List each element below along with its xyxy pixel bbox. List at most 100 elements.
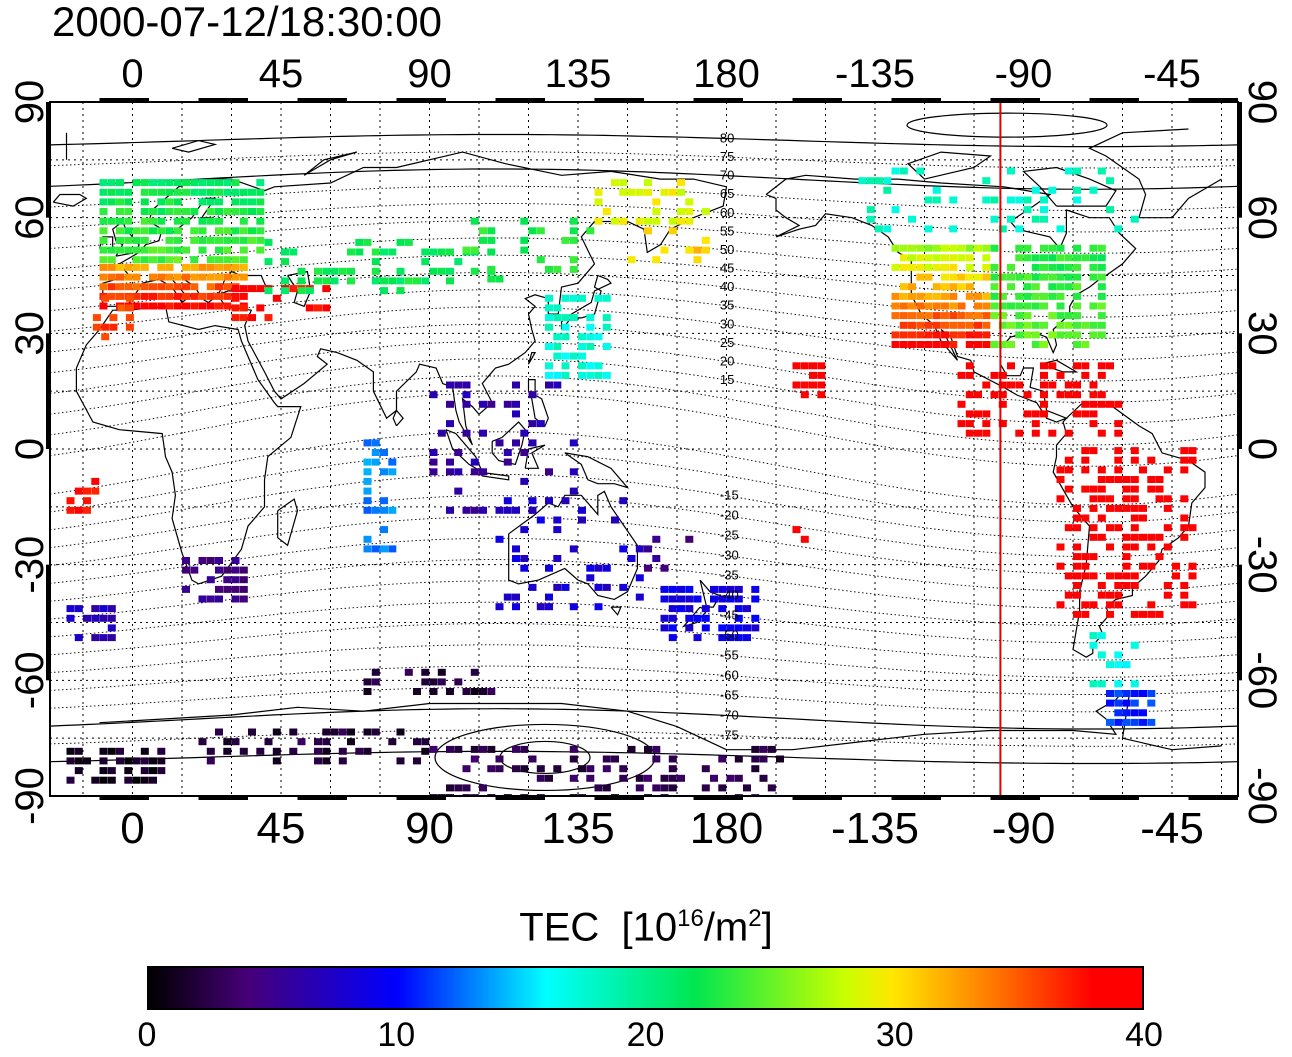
tec-cell <box>908 244 916 252</box>
tec-cell <box>470 246 479 254</box>
tec-cell <box>800 535 809 543</box>
tec-cell <box>454 258 463 266</box>
tec-cell <box>1081 562 1090 570</box>
tec-cell <box>1007 381 1015 389</box>
tec-cell <box>958 808 966 815</box>
tec-cell <box>322 738 331 746</box>
tec-cell <box>125 304 134 312</box>
tec-cell <box>1048 362 1057 370</box>
tec-cell <box>974 391 982 399</box>
tec-cell <box>569 294 578 302</box>
tec-cell <box>1155 610 1164 618</box>
tec-cell <box>503 400 512 408</box>
tec-cell <box>363 458 372 466</box>
tec-cell <box>949 196 958 204</box>
tec-cell <box>479 745 487 753</box>
tec-cell <box>949 254 958 262</box>
tec-cell <box>668 585 677 593</box>
tec-cell <box>594 294 603 302</box>
tec-cell <box>701 614 710 622</box>
tec-cell <box>157 208 166 215</box>
tec-cell <box>578 516 586 524</box>
tec-cell <box>132 246 141 254</box>
tec-cell <box>470 267 479 275</box>
tec-cell <box>1064 381 1073 389</box>
tec-cell <box>371 258 380 266</box>
tec-cell <box>363 497 372 505</box>
tec-cell <box>916 263 925 271</box>
tec-cell <box>322 808 330 815</box>
tec-cell <box>990 302 999 310</box>
lat-tick-label-left: 60 <box>8 195 52 240</box>
tec-cell <box>116 236 124 244</box>
frame-tick-left <box>46 564 50 681</box>
tec-cell <box>1122 495 1131 503</box>
tec-cell <box>363 477 372 485</box>
tec-cell <box>1122 690 1131 697</box>
tec-cell <box>891 263 900 271</box>
tec-cell <box>140 246 149 254</box>
geomag-contour <box>50 168 1238 190</box>
tec-cell <box>1122 661 1131 669</box>
tec-cell <box>74 487 83 495</box>
tec-cell <box>1007 215 1015 223</box>
tec-cell <box>611 516 619 524</box>
tec-cell <box>941 302 949 310</box>
tec-cell <box>1122 533 1131 541</box>
tec-cell <box>1097 485 1106 493</box>
tec-cell <box>231 557 240 564</box>
tec-cell <box>173 283 182 291</box>
tec-cell <box>1180 447 1189 455</box>
tec-cell <box>1097 362 1106 370</box>
tec-cell <box>372 798 380 805</box>
tec-cell <box>289 285 298 293</box>
tec-cell <box>916 312 925 320</box>
tec-cell <box>190 566 199 574</box>
tec-cell <box>545 371 553 379</box>
tec-cell <box>190 302 199 310</box>
tec-cell <box>404 238 413 246</box>
tec-cell <box>536 227 545 235</box>
coastline-segment <box>1139 178 1222 219</box>
tec-cell <box>446 277 454 285</box>
tec-cell <box>182 263 190 271</box>
geomag-contour <box>50 708 1238 730</box>
tec-cell <box>668 227 677 235</box>
tec-cell <box>1056 466 1065 474</box>
colorbar-tick-label: 20 <box>626 1016 665 1054</box>
tec-cell <box>109 314 118 322</box>
tec-cell <box>256 246 265 254</box>
tec-cell <box>1073 186 1081 194</box>
tec-cell <box>173 292 182 300</box>
tec-cell <box>949 244 958 252</box>
tec-cell <box>734 774 743 782</box>
tec-cell <box>619 179 628 187</box>
tec-cell <box>660 585 669 593</box>
tec-cell <box>982 302 991 310</box>
tec-cell <box>380 248 388 256</box>
tec-cell <box>1056 225 1065 233</box>
tec-cell <box>355 747 364 755</box>
tec-cell <box>545 294 553 302</box>
tec-cell <box>215 283 223 291</box>
tec-cell <box>1114 680 1123 688</box>
tec-cell <box>314 747 322 755</box>
tec-cell <box>248 808 256 815</box>
tec-cell <box>297 267 306 275</box>
frame-tick-bottom <box>99 796 149 800</box>
tec-cell <box>1007 283 1015 291</box>
tec-cell <box>198 236 207 244</box>
tec-cell <box>553 381 562 389</box>
tec-cell <box>231 285 240 293</box>
tec-cell <box>1056 391 1065 399</box>
geomag-contour <box>50 473 1238 540</box>
tec-cell <box>140 198 149 206</box>
tec-cell <box>965 331 974 339</box>
tec-cell <box>1163 495 1172 503</box>
tec-cell <box>899 321 908 329</box>
tec-cell <box>347 738 355 746</box>
tec-cell <box>1048 429 1057 437</box>
tec-cell <box>429 678 438 686</box>
tec-cell <box>182 246 190 254</box>
frame-tick-top <box>990 98 1040 102</box>
